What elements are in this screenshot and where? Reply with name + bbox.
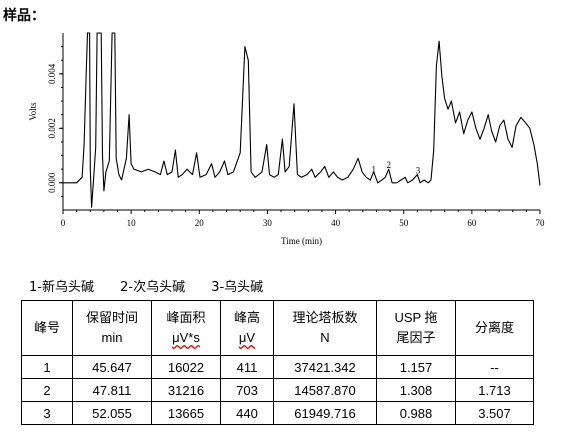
y-tick-label: 0.002 xyxy=(47,118,57,138)
cell-peak-height: 703 xyxy=(220,378,274,402)
table-row: 3 52.055 13665 440 61949.716 0.988 3.507 xyxy=(21,401,534,425)
sample-heading: 样品： xyxy=(3,8,45,24)
x-tick-label: 10 xyxy=(127,218,137,228)
x-tick-label: 0 xyxy=(61,218,66,228)
y-tick-label: 0.000 xyxy=(47,172,57,193)
x-tick-label: 60 xyxy=(467,218,477,228)
table-header-row: 峰号 保留时间 min 峰面积 μV*s 峰高 μV 理论塔板数 N USP 拖尾因子 … xyxy=(21,300,534,356)
cell-peak-area: 16022 xyxy=(151,355,221,379)
legend-item-2: 2-次乌头碱 xyxy=(120,280,186,295)
peak-legend: 1-新乌头碱 2-次乌头碱 3-乌头碱 xyxy=(29,276,285,295)
x-tick-label: 20 xyxy=(195,218,205,228)
header-retention-time: 保留时间 min xyxy=(72,300,152,356)
cell-plate-number: 37421.342 xyxy=(273,355,377,379)
peak-label-2: 2 xyxy=(386,160,391,170)
cell-peak-no: 1 xyxy=(21,355,73,379)
x-tick-label: 70 xyxy=(536,218,546,228)
cell-retention-time: 52.055 xyxy=(72,401,152,425)
x-tick-label: 40 xyxy=(331,218,341,228)
chart-axes: 0 10 20 30 40 50 60 70 Time (min) 0.000 0.002 0.004… xyxy=(28,33,545,246)
table-row: 2 47.811 31216 703 14587.870 1.308 1.713 xyxy=(21,378,534,402)
cell-peak-no: 3 xyxy=(21,401,73,425)
cell-usp-tailing: 0.988 xyxy=(376,401,456,425)
header-peak-no: 峰号 xyxy=(21,300,73,356)
peak-labels: 1 2 3 xyxy=(371,160,420,175)
legend-item-3: 3-乌头碱 xyxy=(211,280,264,295)
x-axis-label: Time (min) xyxy=(281,236,322,246)
x-tick-label: 30 xyxy=(263,218,273,228)
peak-results-table: 峰号 保留时间 min 峰面积 μV*s 峰高 μV 理论塔板数 N USP 拖尾因子 … xyxy=(21,300,534,425)
header-usp-tailing: USP 拖尾因子 xyxy=(376,300,456,356)
y-axis-label: Volts xyxy=(28,102,38,121)
cell-retention-time: 47.811 xyxy=(72,378,152,402)
peak-label-3: 3 xyxy=(416,166,421,176)
cell-peak-height: 440 xyxy=(220,401,274,425)
cell-peak-height: 411 xyxy=(220,355,274,379)
chromatogram-chart: 0 10 20 30 40 50 60 70 Time (min) 0.000 0.002 0.004… xyxy=(28,32,545,246)
chart-trace-layer xyxy=(63,32,541,208)
cell-peak-area: 13665 xyxy=(151,401,221,425)
cell-resolution: 3.507 xyxy=(455,401,534,425)
cell-resolution: 1.713 xyxy=(455,378,534,402)
cell-plate-number: 14587.870 xyxy=(273,378,377,402)
cell-plate-number: 61949.716 xyxy=(273,401,377,425)
chromatogram-trace xyxy=(63,32,541,208)
cell-usp-tailing: 1.157 xyxy=(376,355,456,379)
cell-peak-no: 2 xyxy=(21,378,73,402)
cell-peak-area: 31216 xyxy=(151,378,221,402)
header-peak-height: 峰高 μV xyxy=(220,300,274,356)
legend-item-1: 1-新乌头碱 xyxy=(29,280,94,295)
x-tick-label: 50 xyxy=(399,218,409,228)
y-tick-label: 0.004 xyxy=(47,63,57,84)
header-plate-number: 理论塔板数 N xyxy=(273,300,377,356)
header-resolution: 分离度 xyxy=(455,300,534,356)
peak-label-1: 1 xyxy=(371,164,376,174)
cell-usp-tailing: 1.308 xyxy=(376,378,456,402)
cell-retention-time: 45.647 xyxy=(72,355,152,379)
table-row: 1 45.647 16022 411 37421.342 1.157 -- xyxy=(21,355,534,379)
cell-resolution: -- xyxy=(455,355,534,379)
header-peak-area: 峰面积 μV*s xyxy=(151,300,221,356)
